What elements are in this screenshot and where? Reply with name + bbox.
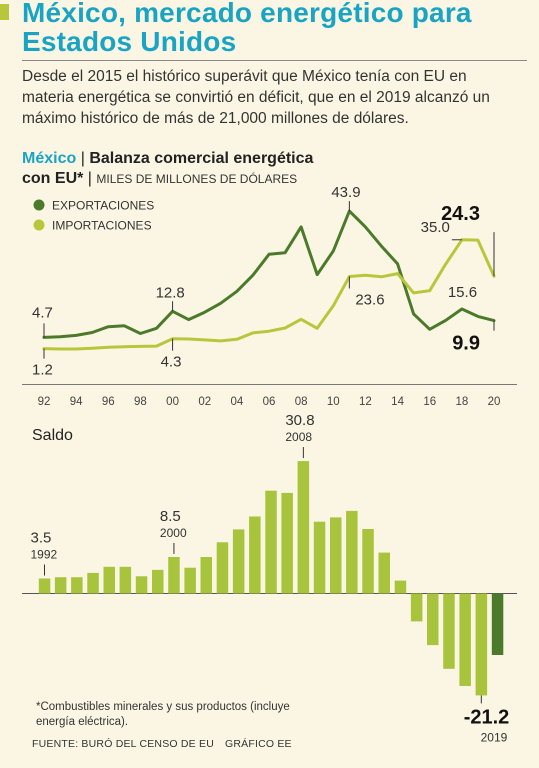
legend-marker-imports [33, 219, 45, 231]
data-year-label: 2000 [160, 526, 187, 540]
page-title: México, mercado energético para Estados … [22, 0, 472, 57]
balance-bar [297, 461, 310, 594]
balance-bar [362, 529, 374, 594]
balance-bar [232, 529, 245, 594]
chart-heading: México | Balanza comercial energética co… [22, 149, 522, 189]
balance-bar [410, 593, 423, 622]
x-tick-label: 12 [359, 396, 372, 408]
chart-heading-title-2: con EU* [22, 170, 84, 187]
exports-series-line [42, 209, 496, 339]
balance-bar [491, 593, 504, 655]
x-tick-label: 06 [263, 396, 276, 408]
data-label: 12.8 [156, 284, 185, 301]
x-tick-label: 00 [166, 396, 179, 408]
credit-text: GRÁFICO EE [225, 738, 292, 750]
imports-series-line [42, 238, 496, 351]
balance-bar [200, 557, 212, 594]
balance-bar [54, 577, 67, 594]
balance-bar [87, 572, 99, 594]
balance-bar [313, 521, 326, 594]
data-label: 35.0 [421, 219, 450, 236]
x-tick-label: 14 [391, 396, 404, 408]
balance-bar [330, 517, 342, 594]
data-label: 8.5 [160, 508, 181, 525]
chart-heading-title-1: Balanza comercial energética [89, 150, 314, 167]
x-tick-label: 94 [70, 396, 83, 408]
legend-marker-exports [33, 199, 45, 211]
title-accent-bar [0, 4, 9, 20]
x-tick-label: 98 [134, 396, 147, 408]
data-label: 24.3 [441, 203, 480, 225]
data-label: 9.9 [452, 333, 480, 355]
balance-bar [346, 510, 358, 594]
footnote: *Combustibles minerales y sus productos … [36, 701, 290, 728]
balance-bar [38, 578, 51, 594]
x-tick-label: 92 [38, 396, 51, 408]
legend-label-exports: EXPORTACIONES [52, 199, 154, 213]
data-label: 30.8 [285, 412, 314, 429]
balance-bar [475, 593, 488, 696]
balance-bar [184, 567, 196, 594]
x-tick-label: 02 [198, 396, 211, 408]
balance-bar [103, 566, 115, 594]
balance-bar [168, 557, 180, 594]
x-tick-label: 16 [423, 396, 436, 408]
x-tick-label: 20 [488, 396, 501, 408]
x-tick-label: 96 [102, 396, 115, 408]
data-label: 23.6 [355, 291, 384, 308]
legend-label-imports: IMPORTACIONES [52, 219, 152, 233]
data-label: 1.2 [32, 362, 53, 379]
chart-heading-separator: | [80, 150, 85, 167]
chart-heading-units: MILES DE MILLONES DE DÓLARES [96, 172, 298, 186]
balance-bar [459, 593, 471, 686]
x-tick-label: 18 [455, 396, 468, 408]
balance-bar [216, 542, 229, 594]
chart-heading-separator-2: | [87, 170, 92, 187]
x-tick-label: 04 [230, 396, 243, 408]
balance-bar [281, 492, 293, 594]
title-divider [22, 60, 527, 61]
data-year-label: 2019 [481, 730, 508, 744]
data-label: -21.2 [464, 706, 510, 728]
balance-bar [443, 593, 455, 669]
balance-bar [427, 593, 439, 646]
data-label: 15.6 [448, 284, 477, 301]
x-tick-label: 10 [327, 396, 340, 408]
balance-chart-title: Saldo [32, 427, 73, 444]
data-year-label: 1992 [31, 547, 58, 561]
balance-bar [378, 552, 390, 594]
data-label: 3.5 [31, 529, 52, 546]
chart-heading-country: México [22, 150, 77, 167]
data-year-label: 2008 [285, 430, 312, 444]
balance-bar [394, 580, 407, 594]
data-label: 4.3 [161, 354, 182, 371]
intro-text: Desde el 2015 el histórico superávit que… [22, 68, 490, 127]
balance-bar [135, 576, 148, 594]
data-label: 4.7 [32, 304, 53, 321]
source-text: FUENTE: BURÓ DEL CENSO DE EU [32, 738, 214, 750]
balance-bar [119, 566, 132, 594]
balance-bar [249, 516, 261, 594]
data-label: 43.9 [331, 184, 360, 201]
balance-bar [152, 569, 164, 594]
balance-bar [71, 577, 83, 594]
x-tick-label: 08 [295, 396, 308, 408]
balance-bar [265, 490, 277, 594]
